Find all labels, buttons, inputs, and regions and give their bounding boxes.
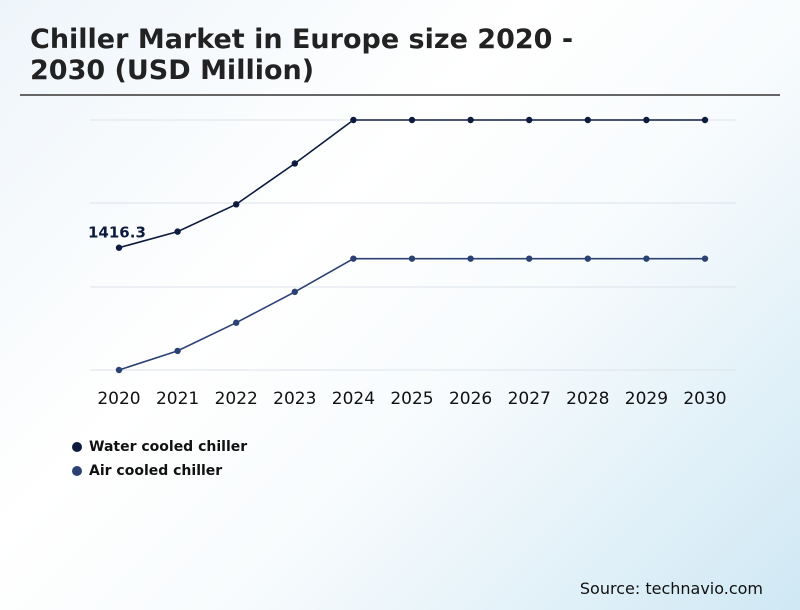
data-point-s0-2025 (408, 116, 416, 124)
series-line-0 (118, 119, 705, 249)
x-tick-label-2028: 2028 (566, 389, 609, 409)
x-tick-label-2029: 2029 (625, 389, 668, 409)
data-point-s0-2030 (701, 116, 709, 124)
data-point-s0-2029 (643, 116, 650, 124)
data-point-s0-2027 (526, 116, 533, 124)
x-tick-label-2027: 2027 (508, 389, 551, 409)
x-tick-label-2020: 2020 (97, 389, 140, 409)
data-point-s1-2020 (115, 366, 123, 374)
data-point-s1-2030 (701, 255, 709, 262)
chart-title: Chiller Market in Europe size 2020 - 203… (30, 24, 630, 86)
data-point-s1-2028 (584, 255, 591, 262)
data-point-s0-2026 (467, 116, 474, 124)
legend-marker-water (72, 442, 82, 452)
x-tick-label-2022: 2022 (215, 389, 258, 409)
legend-label-water: Water cooled chiller (89, 439, 248, 455)
data-point-s1-2027 (526, 255, 533, 262)
line-chart: 2020 2021 2022 2023 2024 2025 2026 2027 2028 2029… (88, 116, 736, 409)
series-line-1 (118, 257, 705, 371)
data-point-s1-2022 (233, 319, 240, 326)
legend: Water cooled chiller Air cooled chiller (72, 435, 247, 483)
data-point-s1-2025 (408, 255, 416, 262)
data-label-0: 1416.3 (88, 224, 146, 242)
data-point-s0-2021 (174, 228, 181, 235)
data-point-s1-2024 (350, 255, 357, 262)
data-point-s1-2029 (643, 255, 650, 262)
title-divider (20, 94, 780, 96)
legend-item-air: Air cooled chiller (72, 459, 247, 483)
x-tick-label-2030: 2030 (683, 389, 726, 409)
data-point-s1-2023 (291, 288, 298, 296)
legend-item-water: Water cooled chiller (72, 435, 247, 459)
data-point-s0-2028 (584, 116, 591, 124)
x-tick-label-2026: 2026 (449, 389, 492, 409)
legend-marker-air (72, 466, 82, 476)
data-point-s0-2023 (291, 160, 298, 167)
x-tick-label-2025: 2025 (390, 389, 433, 409)
data-point-s0-2020 (115, 244, 123, 251)
data-point-s0-2024 (350, 116, 357, 124)
data-point-s0-2022 (233, 201, 240, 208)
data-point-s1-2026 (467, 255, 474, 262)
x-tick-label-2021: 2021 (156, 389, 199, 409)
legend-label-air: Air cooled chiller (89, 463, 223, 479)
source-credit: Source: technavio.com (579, 579, 763, 598)
title-line-2: 2030 (USD Million) (30, 55, 315, 86)
x-tick-label-2024: 2024 (332, 389, 375, 409)
title-line-1: Chiller Market in Europe size 2020 - (30, 24, 574, 55)
data-point-s1-2021 (174, 347, 181, 355)
x-tick-label-2023: 2023 (273, 389, 316, 409)
